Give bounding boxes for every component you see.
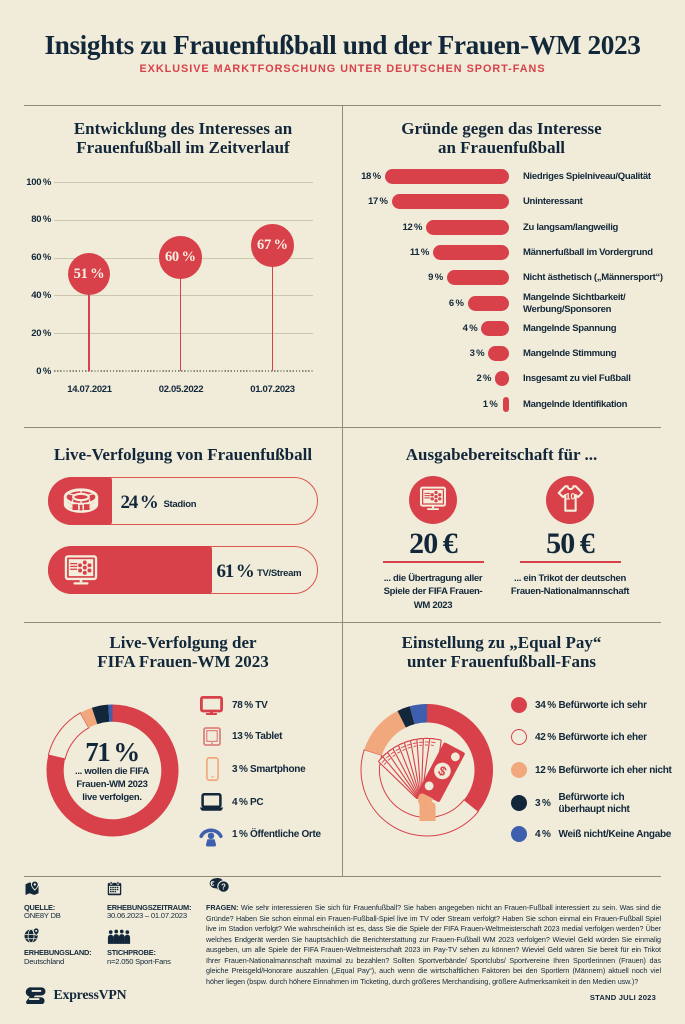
svg-text:€: € (210, 879, 214, 888)
svg-text:?: ? (221, 882, 226, 891)
svg-text:10: 10 (566, 491, 576, 501)
